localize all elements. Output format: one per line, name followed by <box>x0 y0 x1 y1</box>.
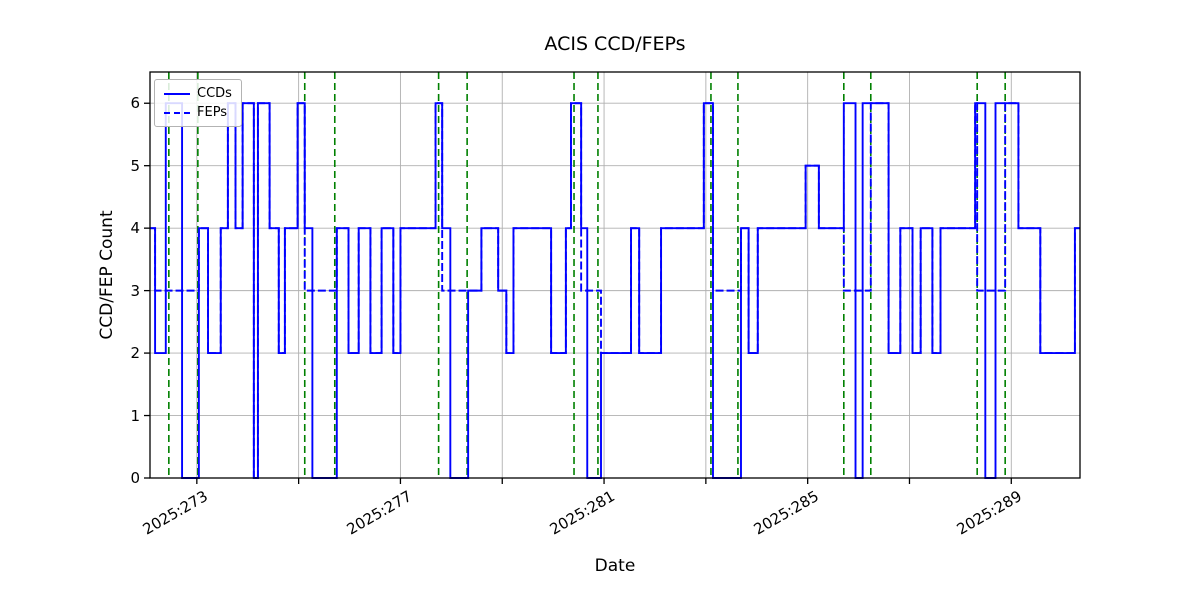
y-tick-label: 6 <box>130 94 140 113</box>
y-tick-label: 2 <box>130 344 140 363</box>
chart-title: ACIS CCD/FEPs <box>544 33 686 55</box>
y-tick-label: 5 <box>130 156 140 175</box>
legend-item-feps: FEPs <box>164 103 232 122</box>
legend-item-ccds: CCDs <box>164 84 232 103</box>
y-tick-label: 0 <box>130 469 140 487</box>
y-tick-label: 3 <box>130 281 140 300</box>
axes-border <box>149 71 1081 479</box>
ccds-line <box>150 102 1080 479</box>
feps-line-sample <box>164 111 190 114</box>
ccds-line-sample <box>164 92 190 95</box>
x-axis-label: Date <box>594 556 636 576</box>
legend-label-feps: FEPs <box>197 105 228 120</box>
y-tick-label: 4 <box>130 219 140 238</box>
legend: CCDs FEPs <box>154 79 242 127</box>
legend-label-ccds: CCDs <box>197 86 232 101</box>
y-tick-label: 1 <box>130 406 140 425</box>
